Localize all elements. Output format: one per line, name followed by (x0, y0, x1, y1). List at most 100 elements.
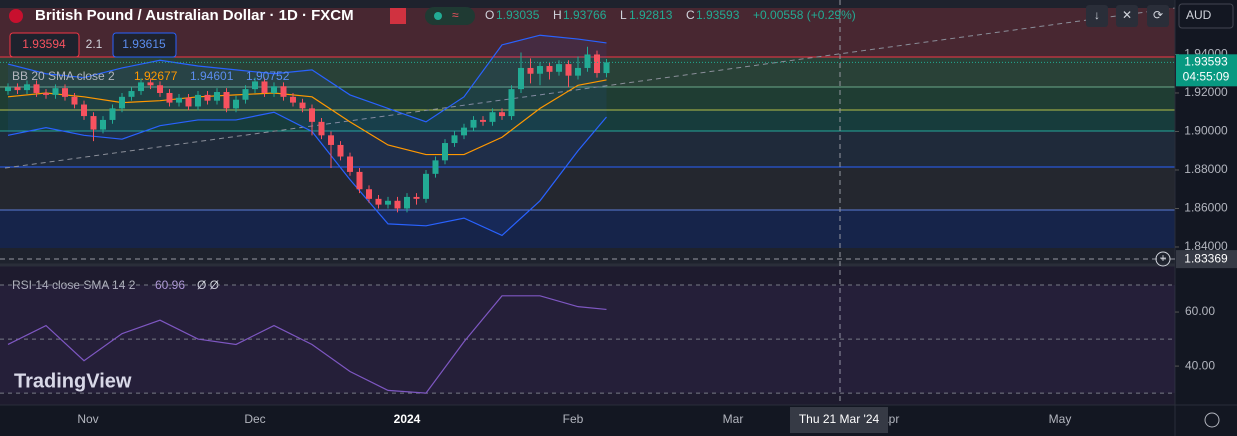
tool-icon: ⟳ (1153, 8, 1163, 22)
candle-body (157, 85, 163, 93)
candle-body (461, 127, 467, 136)
candle-body (24, 84, 30, 91)
crosshair-price-box (1176, 250, 1237, 269)
candle-body (404, 196, 410, 209)
candle-body (138, 82, 144, 92)
candle-body (90, 116, 97, 130)
candle-body (309, 108, 315, 122)
tool-button[interactable] (1086, 5, 1108, 27)
bb-value: 1.90752 (246, 69, 290, 83)
trend-line (4, 7, 1176, 169)
candle-body (109, 108, 116, 120)
candle-body (81, 104, 87, 117)
settings-icon[interactable] (1204, 412, 1220, 428)
last-price-box (1176, 54, 1237, 87)
x-tick-label: Feb (563, 412, 584, 426)
candle-body (442, 143, 448, 161)
zone (0, 110, 1175, 131)
x-tick-label: Mar (723, 412, 744, 426)
candle-body (385, 200, 391, 205)
candle-body (508, 89, 515, 117)
bb-upper (7, 34, 607, 123)
candle-body (337, 144, 344, 157)
candle-body (33, 84, 40, 93)
candle-body (518, 67, 524, 90)
bb-label: BB 20 SMA close 2 (12, 69, 115, 83)
candle-body (603, 62, 610, 74)
ask-price: 1.93615 (122, 37, 166, 51)
candle-body (556, 64, 562, 72)
candle-body (356, 171, 363, 190)
candle-body (328, 135, 334, 145)
candle-body (489, 112, 496, 122)
candle-body (119, 96, 125, 109)
bb-value: 1.94601 (190, 69, 234, 83)
zone (0, 131, 1175, 167)
tool-button[interactable] (1116, 5, 1138, 27)
spread: 2.1 (86, 37, 103, 51)
candle-body (261, 81, 268, 93)
currency-select[interactable] (1178, 3, 1234, 29)
candle-body (52, 88, 59, 95)
candle-body (128, 91, 135, 97)
y-tick-label: 60.00 (1185, 304, 1215, 318)
candle-body (594, 54, 600, 74)
ohlc-value: 1.93035 (496, 8, 540, 22)
candle-body (299, 102, 306, 109)
buy-button[interactable] (112, 32, 177, 58)
bb-basis (7, 79, 607, 156)
candle-body (413, 196, 420, 199)
bb-value: 1.92677 (134, 69, 178, 83)
zone (0, 210, 1175, 248)
y-tick-label: 1.92000 (1184, 85, 1228, 99)
candle-body (527, 67, 534, 74)
x-tick-label: 2024 (394, 412, 421, 426)
currency: AUD (1186, 8, 1212, 22)
ohlc-key: H (553, 8, 562, 22)
sell-button[interactable] (9, 32, 80, 58)
candle-body (71, 96, 78, 105)
candle-body (147, 82, 154, 86)
logo: TradingView (14, 370, 132, 392)
y-tick-label: 1.86000 (1184, 201, 1228, 215)
flag-btn[interactable] (390, 8, 406, 24)
candle-body (584, 54, 591, 68)
y-tick-label: 40.00 (1185, 358, 1215, 372)
tool-button[interactable] (1147, 5, 1169, 27)
candle-body (176, 97, 182, 103)
y-tick-label: 1.90000 (1184, 124, 1228, 138)
candle-body (242, 89, 249, 100)
candle-body (290, 96, 296, 103)
candle-body (204, 94, 211, 101)
countdown: 04:55:09 (1183, 69, 1230, 83)
rsi-line (7, 295, 607, 394)
candle-body (366, 189, 372, 199)
status-icon: ≈ (452, 8, 459, 22)
crosshair-date-box (790, 407, 888, 433)
status-dot (434, 12, 442, 20)
candle-body (375, 198, 382, 205)
y-tick-label: 1.88000 (1184, 162, 1228, 176)
status-pill (425, 7, 475, 25)
candle-body (214, 92, 220, 101)
ohlc-key: O (485, 8, 494, 22)
candle-body (423, 173, 429, 199)
add-icon-plus: + (1159, 251, 1166, 265)
candle-body (480, 119, 486, 122)
candle-body (347, 156, 353, 172)
ohlc-value: 1.93593 (696, 8, 740, 22)
rsi-pane-bg (0, 265, 1175, 405)
candle-body (5, 87, 11, 92)
candle-body (565, 64, 572, 76)
candle-body (271, 86, 277, 93)
y-tick-label: 1.84000 (1184, 239, 1228, 253)
add-icon[interactable] (1155, 251, 1171, 267)
candle-body (575, 67, 581, 76)
candle-body (470, 119, 477, 128)
x-tick-label: Dec (244, 412, 265, 426)
flag-icon (9, 9, 23, 23)
ohlc-key: C (686, 8, 695, 22)
candle-body (537, 66, 543, 74)
candle-body (280, 86, 287, 97)
